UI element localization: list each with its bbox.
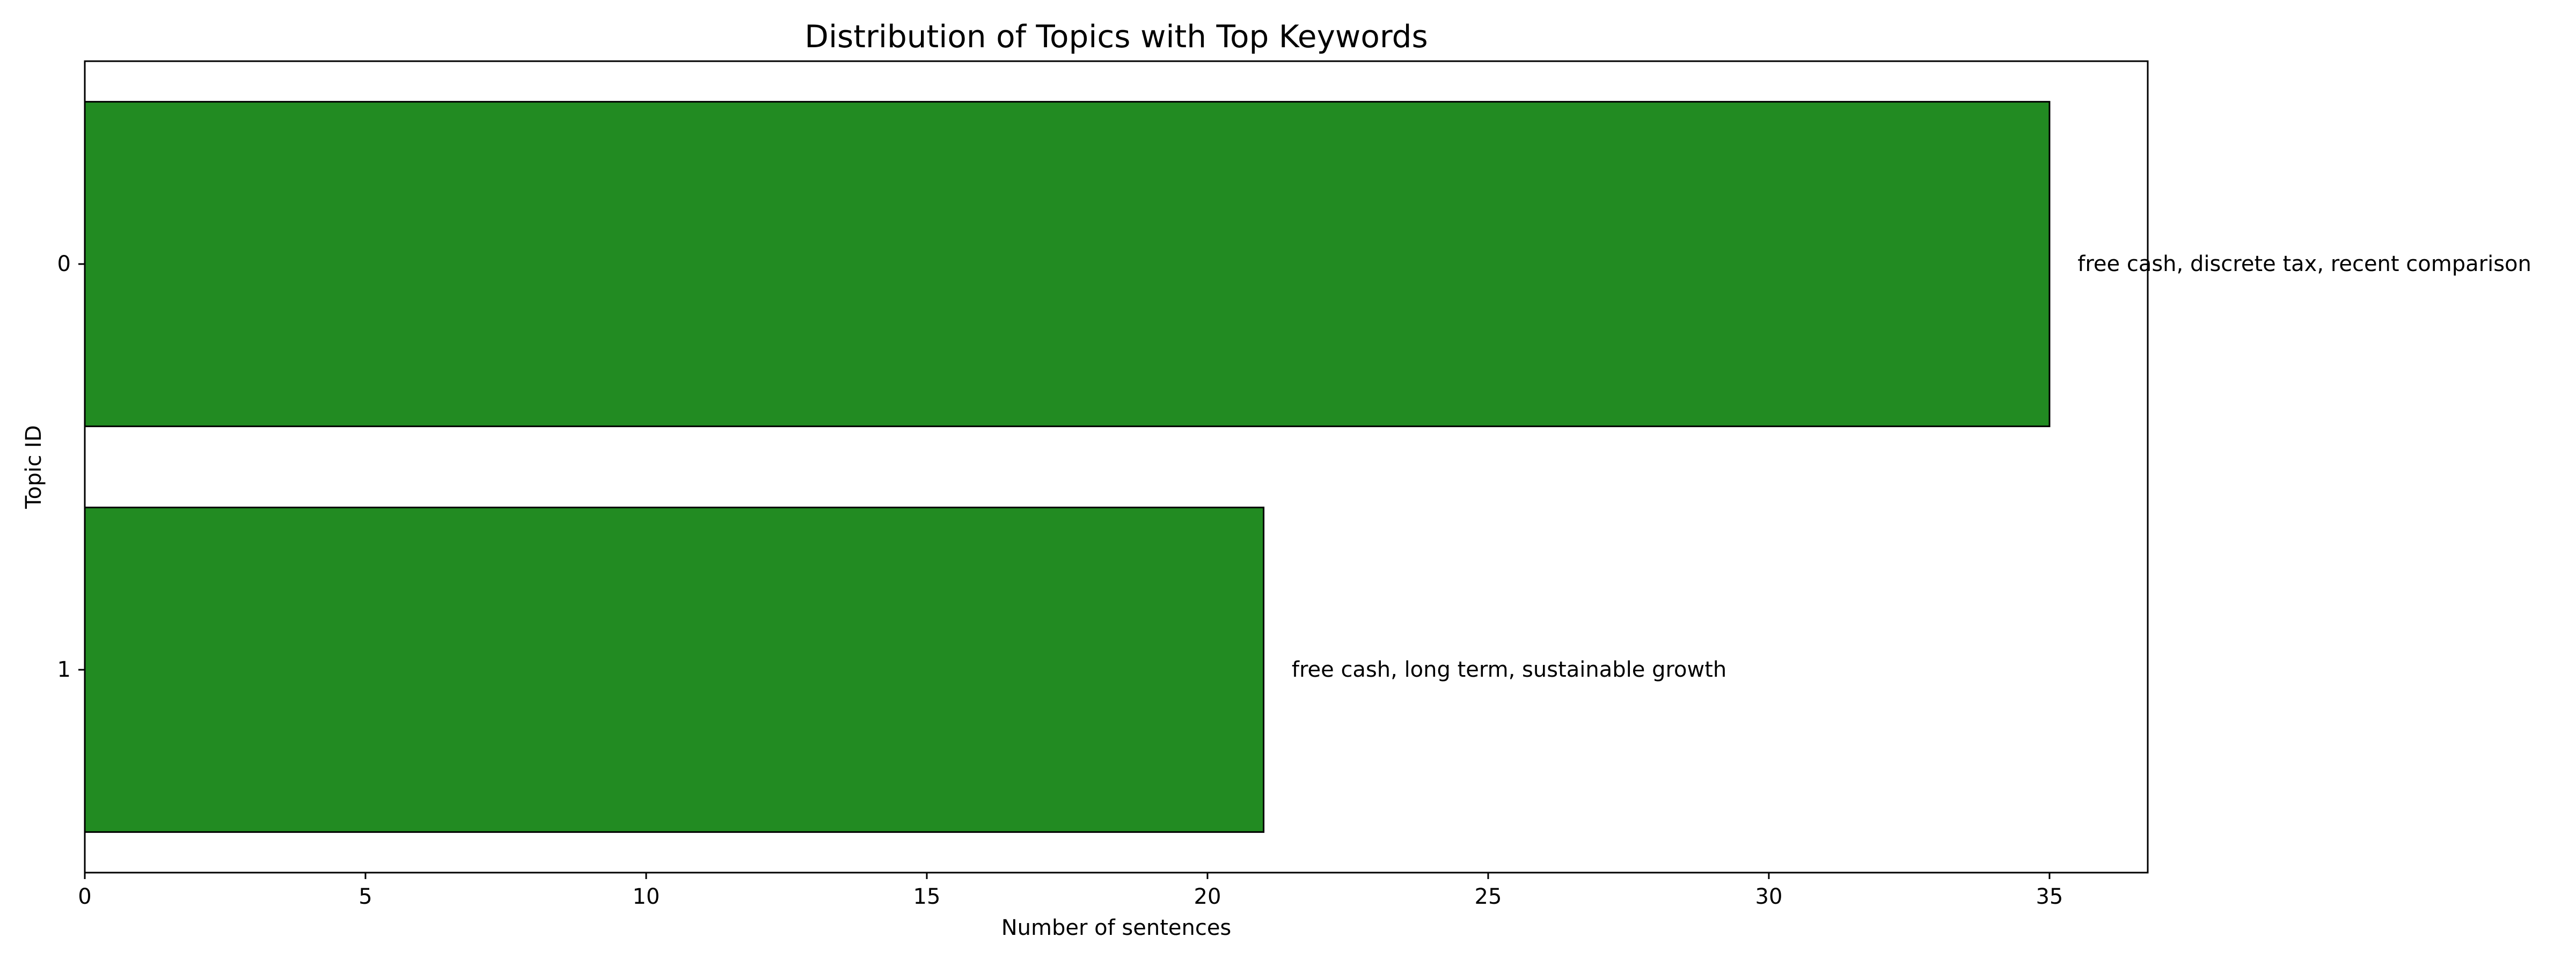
bar-annotation-1: free cash, long term, sustainable growth xyxy=(1292,657,1726,682)
x-tick-label-30: 30 xyxy=(1755,884,1783,909)
x-tick-label-15: 15 xyxy=(913,884,941,909)
y-axis-label: Topic ID xyxy=(21,425,46,509)
ticks-layer: 010 5 10 15 20 25 30 35 xyxy=(57,252,2063,909)
annotations-layer: free cash, discrete tax, recent comparis… xyxy=(1292,252,2531,682)
bar-topic-0 xyxy=(84,101,2051,427)
y-tick-label-1: 1 xyxy=(57,657,71,682)
bars-layer xyxy=(84,101,2051,833)
x-tick-label-35: 35 xyxy=(2036,884,2063,909)
x-tick-label-0: 0 xyxy=(78,884,91,909)
bar-topic-1 xyxy=(84,507,1265,833)
chart-title: Distribution of Topics with Top Keywords xyxy=(804,18,1428,55)
bar-annotation-0: free cash, discrete tax, recent comparis… xyxy=(2077,252,2531,276)
x-tick-label-20: 20 xyxy=(1194,884,1221,909)
y-tick-label-0: 0 xyxy=(57,252,71,276)
plot-frame xyxy=(84,60,2149,874)
x-tick-label-5: 5 xyxy=(358,884,372,909)
x-axis-label: Number of sentences xyxy=(1001,916,1232,940)
x-tick-label-10: 10 xyxy=(633,884,660,909)
x-tick-label-25: 25 xyxy=(1475,884,1502,909)
